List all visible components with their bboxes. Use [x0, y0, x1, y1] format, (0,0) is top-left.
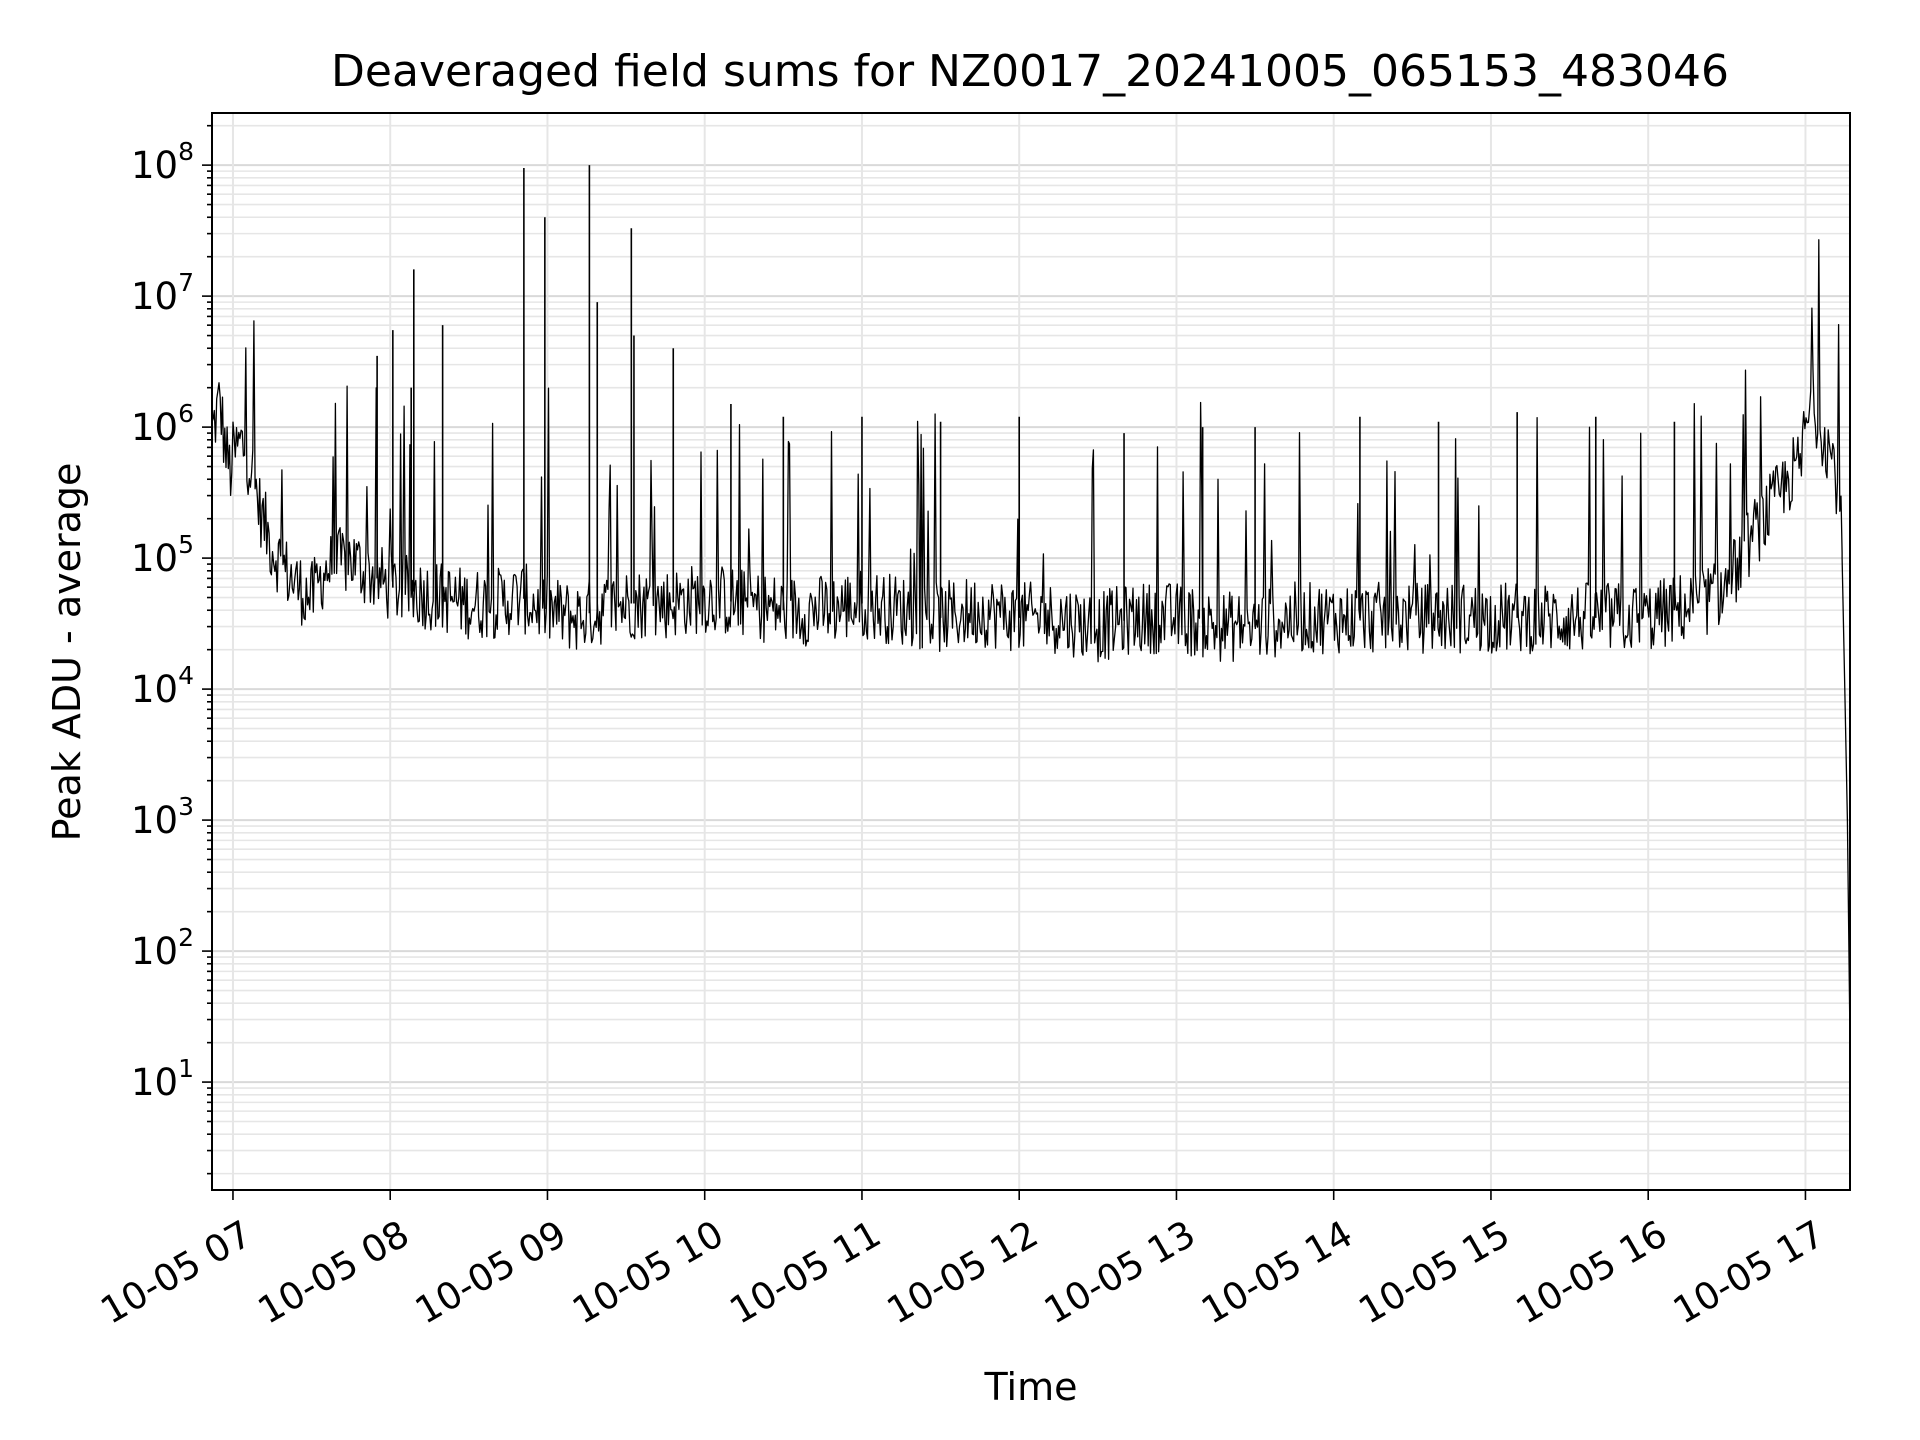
- plot-frame: [211, 112, 1851, 1191]
- data-series: [211, 165, 1851, 1043]
- x-axis-label: Time: [984, 1365, 1078, 1409]
- y-axis: 101 102 103 104 105 106 107 108: [131, 124, 212, 1175]
- chart-title: Deaveraged field sums for NZ0017_2024100…: [331, 46, 1729, 97]
- y-tick-label: 107: [131, 268, 194, 318]
- grid-lines: [212, 113, 1850, 1190]
- y-tick-label: 101: [131, 1054, 194, 1104]
- y-tick-label: 105: [131, 530, 194, 580]
- y-tick-label: 104: [131, 661, 194, 711]
- y-tick-label: 102: [131, 923, 194, 973]
- y-tick-label: 106: [131, 399, 194, 449]
- y-axis-label: Peak ADU - average: [45, 463, 89, 842]
- y-tick-label: 108: [131, 137, 194, 187]
- y-tick-label: 103: [131, 792, 194, 842]
- series-line: [211, 239, 1851, 1043]
